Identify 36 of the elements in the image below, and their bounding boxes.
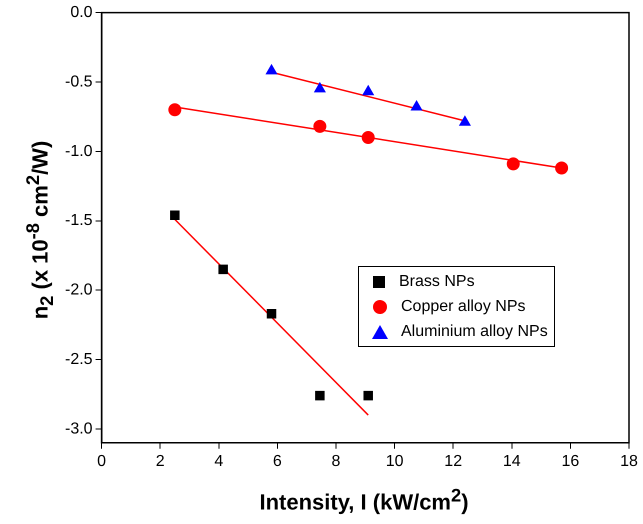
point	[315, 390, 325, 400]
point	[362, 85, 374, 96]
point	[313, 120, 326, 133]
x-tick-label: 14	[502, 452, 521, 470]
point	[218, 264, 228, 274]
point	[168, 103, 182, 116]
x-tick-label: 8	[332, 452, 341, 470]
x-tick-label: 18	[620, 452, 638, 470]
y-tick-label: -2.5	[64, 350, 93, 368]
y-tick-label: -1.5	[64, 212, 93, 230]
x-tick-label: 6	[272, 452, 282, 470]
x-tick-label: 10	[386, 452, 404, 470]
x-tick-label: 0	[97, 452, 106, 470]
point	[266, 64, 278, 74]
point	[314, 82, 326, 92]
point	[459, 116, 471, 126]
y-tick-label: -0.5	[64, 73, 93, 90]
point	[362, 130, 375, 144]
y-tick-label: -2.0	[64, 282, 93, 299]
point	[363, 390, 373, 400]
point	[555, 162, 568, 175]
point	[410, 100, 422, 110]
x-tick-label: 12	[444, 452, 462, 470]
point	[266, 309, 276, 318]
point	[170, 210, 180, 220]
y-tick-label: 0.0	[70, 4, 93, 22]
x-axis-title: Intensity, I (kW/cm$^{2}$)	[259, 484, 469, 516]
y-tick-label: -3.0	[64, 420, 93, 438]
x-tick-label: 4	[214, 452, 224, 470]
legend-label: Copper alloy NPs	[401, 298, 526, 316]
point	[506, 157, 520, 170]
y-tick-label: -1.0	[64, 142, 93, 160]
x-tick-label: 2	[156, 452, 165, 470]
x-tick-label: 16	[562, 452, 580, 470]
legend-label: Aluminium alloy NPs	[401, 322, 548, 340]
legend-label: Brass NPs	[399, 272, 475, 290]
